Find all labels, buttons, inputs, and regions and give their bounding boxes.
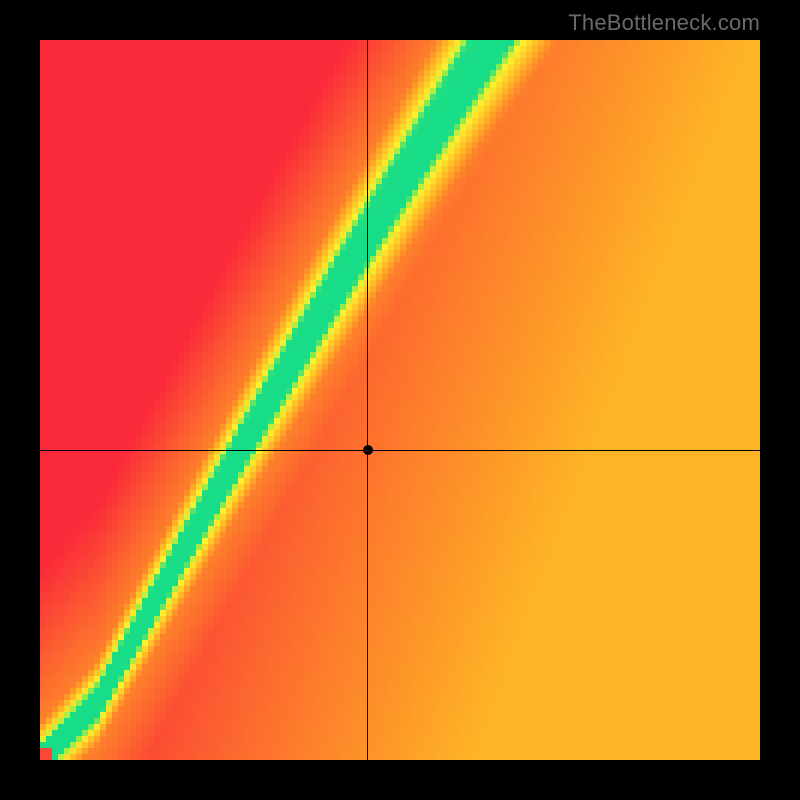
- bottleneck-heatmap: [40, 40, 760, 760]
- watermark-text: TheBottleneck.com: [568, 10, 760, 35]
- chart-container: TheBottleneck.com: [0, 0, 800, 800]
- crosshair-horizontal: [40, 450, 760, 451]
- crosshair-marker: [363, 445, 373, 455]
- crosshair-vertical: [367, 40, 368, 760]
- watermark: TheBottleneck.com: [568, 10, 760, 36]
